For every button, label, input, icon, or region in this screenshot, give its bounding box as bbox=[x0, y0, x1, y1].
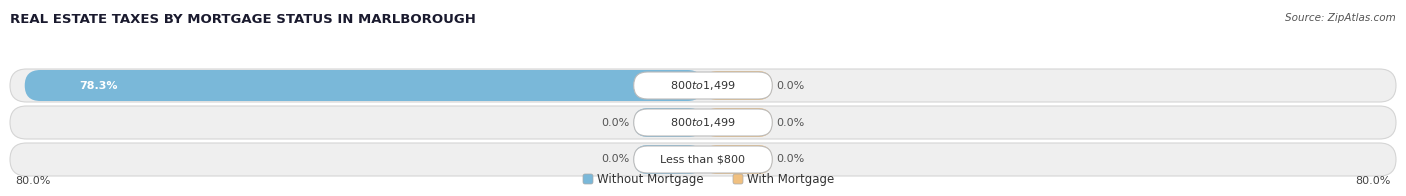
Text: 0.0%: 0.0% bbox=[776, 117, 804, 128]
FancyBboxPatch shape bbox=[703, 71, 772, 100]
Text: 80.0%: 80.0% bbox=[1355, 176, 1391, 186]
Text: 78.3%: 78.3% bbox=[79, 81, 118, 91]
Text: Source: ZipAtlas.com: Source: ZipAtlas.com bbox=[1285, 13, 1396, 23]
FancyBboxPatch shape bbox=[634, 108, 703, 137]
FancyBboxPatch shape bbox=[10, 69, 1396, 102]
FancyBboxPatch shape bbox=[25, 70, 703, 101]
FancyBboxPatch shape bbox=[634, 146, 772, 173]
FancyBboxPatch shape bbox=[10, 143, 1396, 176]
FancyBboxPatch shape bbox=[634, 109, 772, 136]
Text: 0.0%: 0.0% bbox=[776, 81, 804, 91]
Text: REAL ESTATE TAXES BY MORTGAGE STATUS IN MARLBOROUGH: REAL ESTATE TAXES BY MORTGAGE STATUS IN … bbox=[10, 13, 475, 26]
Text: $800 to $1,499: $800 to $1,499 bbox=[671, 116, 735, 129]
Text: Less than $800: Less than $800 bbox=[661, 154, 745, 164]
FancyBboxPatch shape bbox=[10, 106, 1396, 139]
FancyBboxPatch shape bbox=[583, 174, 593, 184]
Text: 80.0%: 80.0% bbox=[15, 176, 51, 186]
FancyBboxPatch shape bbox=[634, 72, 772, 99]
Text: 0.0%: 0.0% bbox=[602, 154, 630, 164]
FancyBboxPatch shape bbox=[733, 174, 742, 184]
Text: $800 to $1,499: $800 to $1,499 bbox=[671, 79, 735, 92]
Text: 0.0%: 0.0% bbox=[776, 154, 804, 164]
FancyBboxPatch shape bbox=[703, 145, 772, 174]
Text: With Mortgage: With Mortgage bbox=[747, 172, 834, 185]
Text: 0.0%: 0.0% bbox=[602, 117, 630, 128]
FancyBboxPatch shape bbox=[634, 145, 703, 174]
Text: Without Mortgage: Without Mortgage bbox=[598, 172, 703, 185]
FancyBboxPatch shape bbox=[703, 108, 772, 137]
